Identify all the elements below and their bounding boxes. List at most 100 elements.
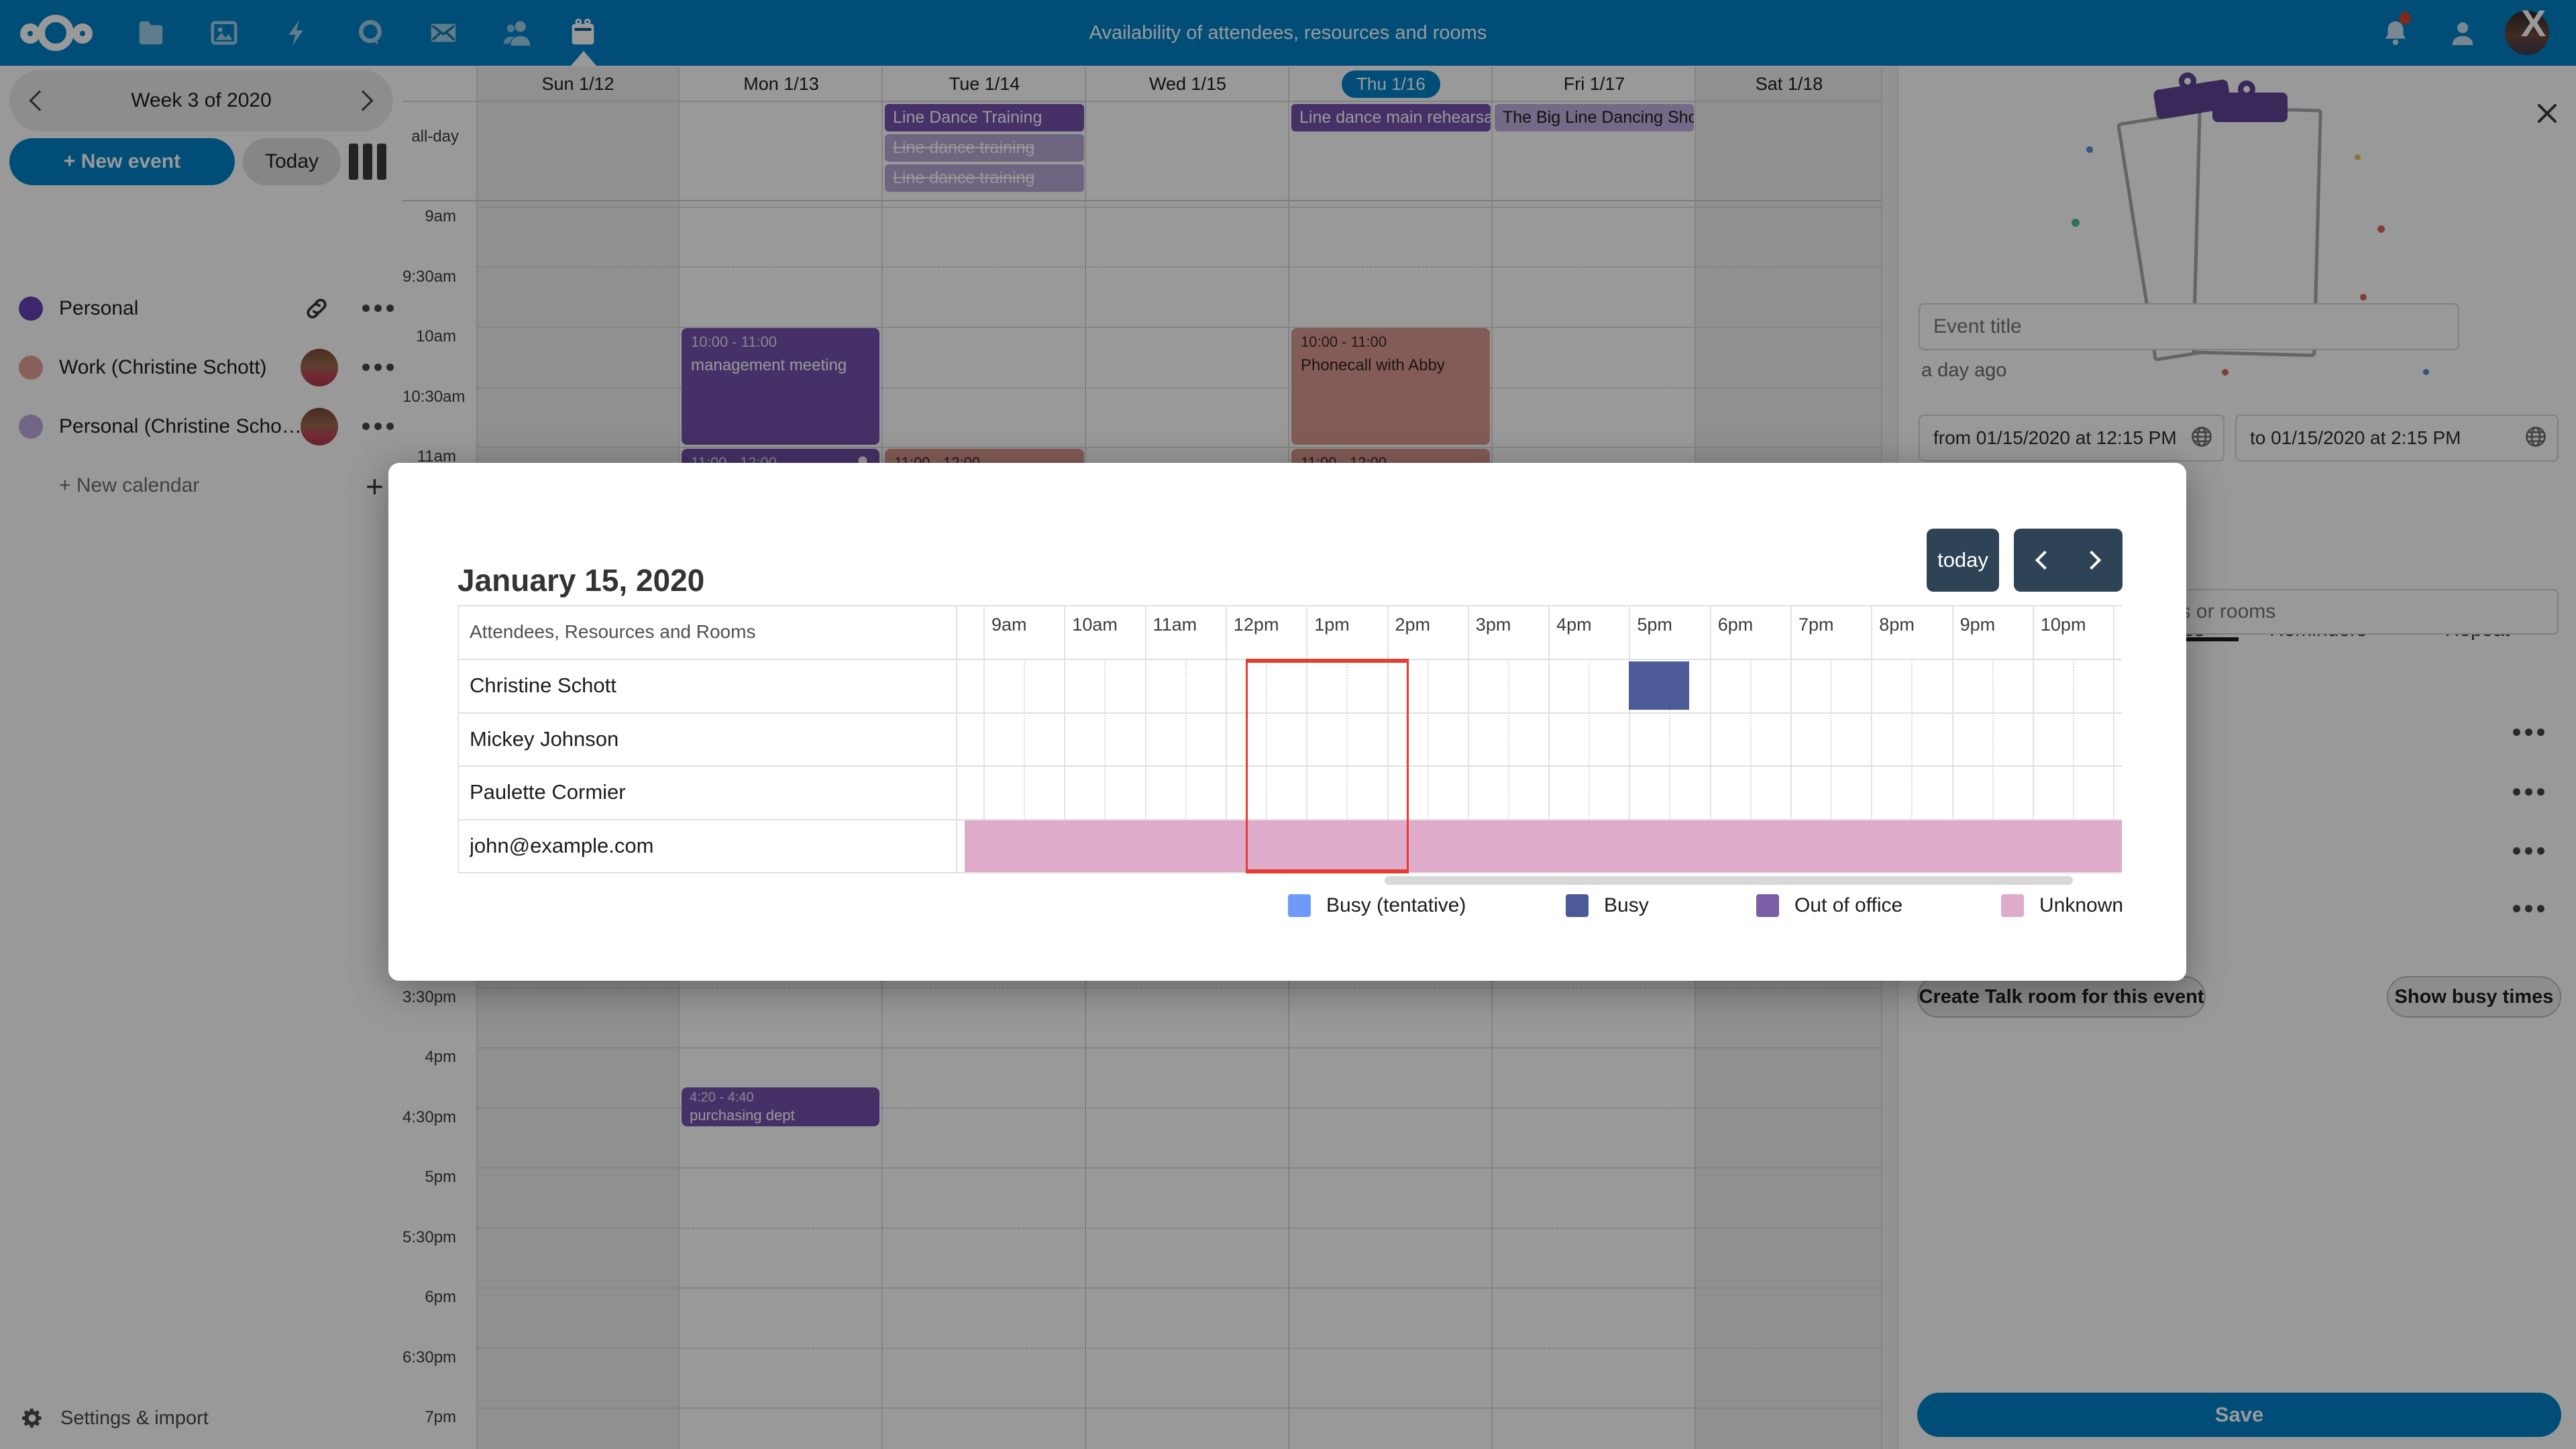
day-header: Sat 1/18 [1755,73,1823,94]
plus-icon[interactable]: + [366,469,384,504]
new-calendar-label: + New calendar [59,474,200,496]
timeline-hour-label: 6pm [1717,614,1754,635]
week-label: Week 3 of 2020 [131,89,272,111]
hour-line [1225,605,1227,872]
time-gutter-label: 10am [415,327,456,345]
timeline-hour-label: 9pm [1960,614,1996,635]
calendar-list-item[interactable]: Personal [0,284,402,333]
calendar-app-icon[interactable] [568,17,598,48]
row-divider [458,712,2122,714]
files-icon[interactable] [136,17,166,48]
contacts-menu-icon[interactable] [2447,17,2478,48]
allday-event[interactable]: The Big Line Dancing Show [1495,104,1694,131]
time-gutter-label: 4:30pm [402,1108,457,1126]
attendee-actions-menu[interactable] [2513,729,2544,736]
hour-line [1548,605,1550,872]
modal-prev-next-buttons [2014,529,2123,592]
availability-timeline[interactable]: 9am 10am 11am 12pm 1pm 2pm 3pm 4pm 5pm 6pm 7pm 8pm 9… [965,605,2122,887]
attendees-column-header: Attendees, Resources and Rooms [470,621,756,642]
hour-line [476,1047,1882,1049]
calendar-actions-menu[interactable] [362,305,394,312]
hour-line [1306,605,1308,872]
hour-line [1144,605,1146,872]
share-link-icon[interactable] [303,295,330,325]
new-calendar-item[interactable]: + New calendar + [0,462,402,510]
show-busy-times-button[interactable]: Show busy times [2387,976,2561,1018]
last-modified-text: a day ago [1921,360,2007,381]
event-phonecall-with-abby[interactable]: 10:00 - 11:00 Phonecall with Abby [1291,328,1490,445]
previous-day-button[interactable] [2035,550,2055,570]
event-title-input[interactable] [1920,315,2458,338]
timeline-hour-label: 11am [1152,614,1197,635]
end-datetime-field[interactable]: to 01/15/2020 at 2:15 PM [2235,415,2559,462]
half-hour-line [1265,659,1267,872]
attendee-name: john@example.com [470,834,654,857]
event-purchasing-dept[interactable]: 4:20 - 4:40 purchasing dept [682,1087,879,1126]
header-divider [402,101,1897,102]
timeline-hour-label: 2pm [1395,614,1431,635]
hour-line [1387,605,1389,872]
legend-label: Busy [1604,894,1649,916]
half-hour-lines [965,605,2122,887]
busy-block [1629,661,1689,710]
hour-line [476,447,1882,448]
contacts-icon[interactable] [501,17,532,48]
day-header: Fri 1/17 [1563,73,1625,94]
time-gutter-label: 9:30am [402,267,457,286]
event-management-meeting[interactable]: 10:00 - 11:00 management meeting [682,328,879,445]
hour-line [476,207,1882,208]
timezone-globe-icon[interactable] [2190,425,2223,452]
allday-label: all-day [411,127,459,146]
calendar-owner-avatar [301,408,338,445]
hour-labels: 9am 10am 11am 12pm 1pm 2pm 3pm 4pm 5pm 6pm 7pm 8pm 9… [965,605,2122,659]
attendee-actions-menu[interactable] [2513,847,2544,855]
half-hour-line [1024,659,1025,872]
notification-badge [2399,12,2411,24]
activity-icon[interactable] [282,17,313,48]
mail-icon[interactable] [428,17,459,48]
calendar-list-item[interactable]: Work (Christine Schott) [0,343,402,392]
calendar-list-item[interactable]: Personal (Christine Scho… [0,402,402,451]
attendee-actions-menu[interactable] [2513,788,2544,796]
allday-event-declined[interactable]: Line dance training [885,134,1084,162]
calendar-name: Personal [59,297,139,319]
hour-line [983,605,985,872]
attendee-name: Mickey Johnson [470,727,619,751]
calendar-color-dot [19,415,43,439]
half-hour-line [476,1228,1882,1229]
new-event-button[interactable]: + New event [9,138,235,185]
hour-line [1709,605,1711,872]
timeline-scrollbar-thumb[interactable] [1385,876,2073,885]
user-avatar[interactable] [2505,11,2549,55]
start-datetime-field[interactable]: from 01/15/2020 at 12:15 PM [1919,415,2224,462]
settings-import-button[interactable]: Settings & import [20,1406,209,1430]
hour-line [1629,605,1631,872]
hour-line [476,1407,1882,1409]
calendar-actions-menu[interactable] [362,364,394,371]
nextcloud-logo-icon[interactable] [20,15,94,51]
day-header: Mon 1/13 [743,73,819,94]
photos-icon[interactable] [209,17,239,48]
allday-event-declined[interactable]: Line dance training [885,164,1084,192]
calendar-actions-menu[interactable] [362,423,394,430]
timezone-globe-icon[interactable] [2524,425,2557,452]
today-button[interactable]: Today [243,138,341,185]
selected-time-range[interactable] [1246,659,1409,873]
avatar-x-overlay: X [2521,2,2546,44]
modal-today-button[interactable]: today [1927,529,1999,592]
talk-icon[interactable] [355,17,386,48]
allday-event[interactable]: Line dance main rehearsal [1291,104,1491,131]
allday-event[interactable]: Line Dance Training [885,104,1084,131]
notifications-bell-icon[interactable] [2380,17,2411,48]
next-day-button[interactable] [2082,550,2102,570]
calendar-owner-avatar [301,349,338,386]
timeline-hour-label: 5pm [1637,614,1672,635]
view-toggle-icon[interactable] [349,144,386,180]
timeline-hour-label: 10pm [2040,614,2086,635]
timeline-hour-label: 7pm [1799,614,1834,635]
half-hour-line [1346,659,1348,872]
save-button[interactable]: Save [1917,1393,2561,1437]
half-hour-line [476,266,1882,268]
attendee-actions-menu[interactable] [2513,905,2544,912]
